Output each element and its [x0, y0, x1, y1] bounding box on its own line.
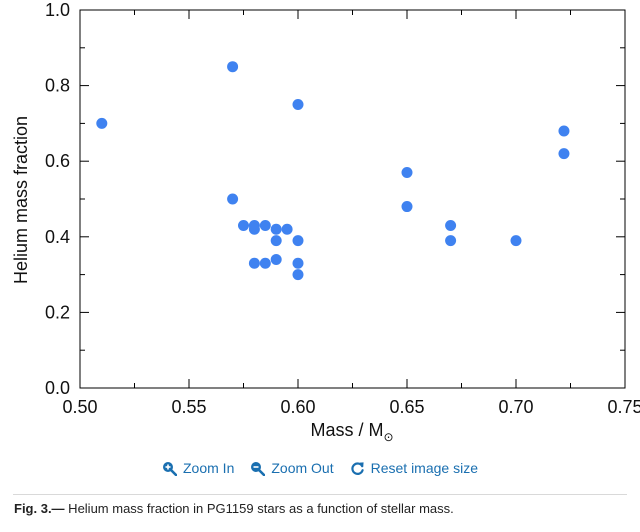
data-point	[248, 257, 260, 269]
image-controls: Zoom In Zoom Out Reset image size	[0, 457, 640, 479]
data-point	[401, 201, 413, 213]
data-point	[292, 257, 304, 269]
data-point	[510, 235, 522, 247]
data-point	[96, 117, 108, 129]
data-point	[270, 235, 282, 247]
data-point	[259, 257, 271, 269]
caption-label: Fig. 3.—	[14, 501, 65, 516]
x-tick-label: 0.50	[62, 397, 97, 417]
reset-image-size-label: Reset image size	[370, 460, 478, 476]
data-point	[445, 235, 457, 247]
scatter-chart: 0.50 0.55 0.60 0.65 0.70 0.75 0.0 0.2 0.4 0.6 0.8 1…	[11, 0, 640, 444]
zoom-out-label: Zoom Out	[271, 460, 334, 476]
data-point	[227, 193, 239, 205]
data-points	[96, 61, 570, 281]
zoom-out-button[interactable]: Zoom Out	[250, 460, 334, 476]
x-tick-label: 0.55	[171, 397, 206, 417]
data-point	[238, 219, 249, 231]
x-tick-label: 0.75	[607, 397, 640, 417]
x-tick-label: 0.70	[498, 397, 533, 417]
zoom-in-button[interactable]: Zoom In	[162, 460, 234, 476]
data-point	[558, 148, 570, 160]
tick-labels: 0.50 0.55 0.60 0.65 0.70 0.75 0.0 0.2 0.4 0.6 0.8 1…	[45, 0, 640, 417]
y-tick-label: 0.6	[45, 151, 70, 171]
caption-text: Helium mass fraction in PG1159 stars as …	[64, 501, 454, 516]
zoom-out-icon	[251, 461, 266, 476]
data-point	[281, 223, 293, 235]
data-point	[270, 253, 282, 265]
figure-caption: Fig. 3.— Helium mass fraction in PG1159 …	[14, 501, 628, 516]
data-point	[248, 223, 260, 235]
axis-ticks	[79, 9, 626, 389]
x-tick-label: 0.60	[280, 397, 315, 417]
data-point	[270, 223, 282, 235]
reset-image-size-button[interactable]: Reset image size	[350, 460, 478, 476]
zoom-in-icon	[163, 461, 177, 476]
y-tick-label: 0.8	[45, 76, 70, 96]
data-point	[292, 269, 304, 281]
plot-area	[79, 9, 626, 389]
refresh-icon	[350, 461, 364, 475]
y-tick-label: 0.0	[45, 378, 70, 398]
data-point	[445, 219, 457, 231]
y-axis-label: Helium mass fraction	[11, 116, 31, 284]
zoom-in-label: Zoom In	[183, 460, 235, 476]
data-point	[401, 167, 413, 179]
data-point	[558, 125, 570, 137]
y-tick-label: 0.4	[45, 227, 70, 247]
y-tick-label: 0.2	[45, 302, 70, 322]
data-point	[292, 99, 304, 110]
data-point	[259, 219, 271, 231]
x-axis-label: Mass / M⊙	[310, 420, 393, 444]
y-tick-label: 1.0	[45, 0, 70, 20]
data-point	[227, 61, 239, 73]
caption-divider	[13, 494, 627, 495]
data-point	[292, 235, 304, 247]
x-tick-label: 0.65	[389, 397, 424, 417]
